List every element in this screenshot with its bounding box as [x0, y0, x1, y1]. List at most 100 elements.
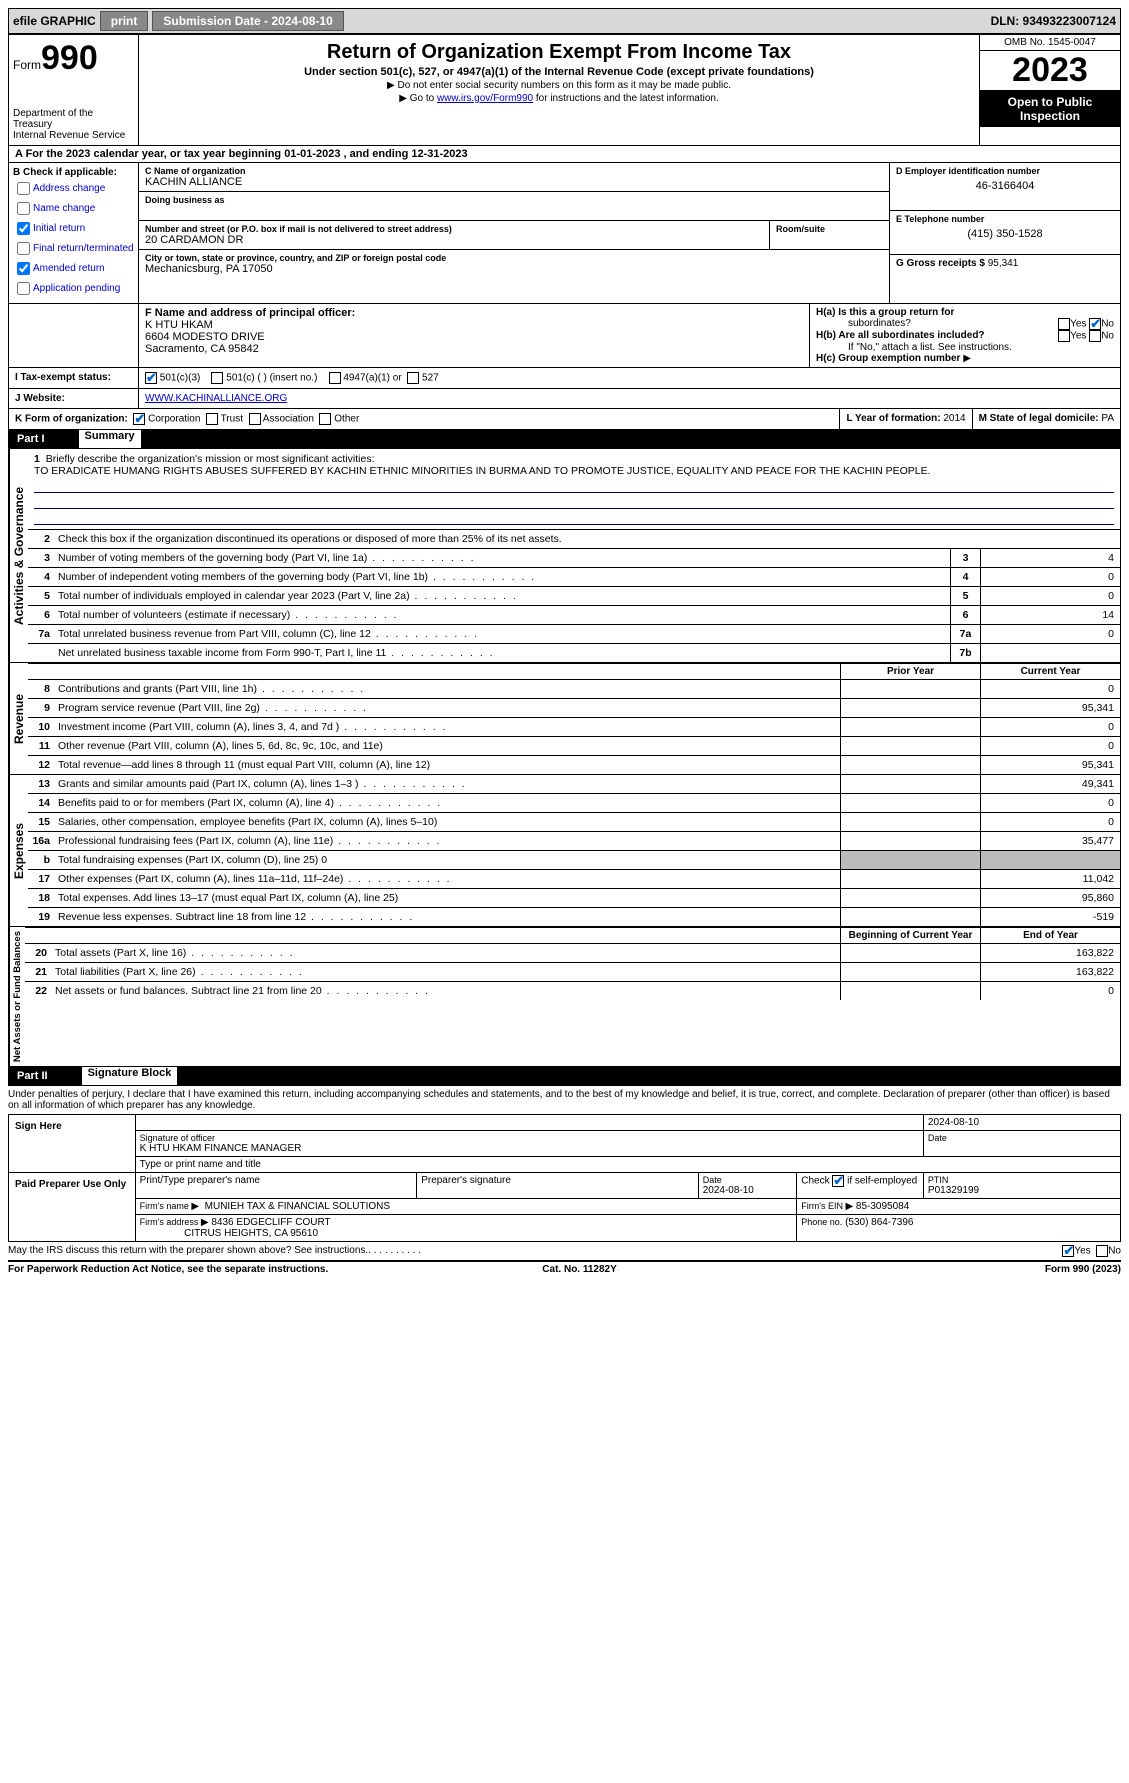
chk-corporation[interactable] [133, 413, 145, 425]
form-container: Form990 Department of the Treasury Inter… [8, 34, 1121, 1086]
hb-no-checkbox[interactable] [1089, 330, 1101, 342]
paid-preparer-label: Paid Preparer Use Only [9, 1173, 136, 1242]
chk-amended-return[interactable]: Amended return [13, 259, 134, 278]
val-18c: 95,860 [980, 889, 1120, 907]
val-6: 14 [980, 606, 1120, 624]
row-a-period: A For the 2023 calendar year, or tax yea… [9, 145, 1120, 162]
chk-final-return[interactable]: Final return/terminated [13, 239, 134, 258]
discuss-yes-checkbox[interactable] [1062, 1245, 1074, 1257]
val-7a: 0 [980, 625, 1120, 643]
val-16ac: 35,477 [980, 832, 1120, 850]
street-address: 20 CARDAMON DR [145, 234, 763, 246]
form-number: Form990 [13, 39, 134, 78]
room-suite-label: Room/suite [769, 221, 889, 249]
mission-text: TO ERADICATE HUMANG RIGHTS ABUSES SUFFER… [34, 465, 931, 477]
phone-label: E Telephone number [896, 214, 1114, 224]
firm-phone: (530) 864-7396 [845, 1217, 913, 1228]
val-11c: 0 [980, 737, 1120, 755]
chk-self-employed[interactable] [832, 1175, 844, 1187]
sign-here-label: Sign Here [9, 1115, 136, 1173]
city-label: City or town, state or province, country… [145, 253, 883, 263]
ha-no-checkbox[interactable] [1089, 318, 1101, 330]
chk-other[interactable] [319, 413, 331, 425]
omb-number: OMB No. 1545-0047 [980, 35, 1120, 51]
city-state-zip: Mechanicsburg, PA 17050 [145, 263, 883, 275]
ptin-value: P01329199 [928, 1185, 1116, 1196]
chk-application-pending[interactable]: Application pending [13, 279, 134, 298]
mission-prompt: Briefly describe the organization's miss… [46, 453, 375, 465]
val-20c: 163,822 [980, 944, 1120, 962]
top-toolbar: efile GRAPHIC print Submission Date - 20… [8, 8, 1121, 34]
irs-label: Internal Revenue Service [13, 130, 134, 141]
chk-527[interactable] [407, 372, 419, 384]
efile-label: efile GRAPHIC [13, 14, 96, 28]
val-9c: 95,341 [980, 699, 1120, 717]
print-button[interactable]: print [100, 11, 149, 31]
section-expenses: Expenses [9, 775, 28, 926]
hb-yes-checkbox[interactable] [1058, 330, 1070, 342]
form-ref: Form 990 (2023) [1045, 1264, 1121, 1275]
val-5: 0 [980, 587, 1120, 605]
firm-name: MUNIEH TAX & FINANCIAL SOLUTIONS [205, 1201, 390, 1212]
ein-value: 46-3166404 [896, 180, 1114, 192]
tax-year: 2023 [980, 51, 1120, 91]
chk-association[interactable] [249, 413, 261, 425]
phone-value: (415) 350-1528 [896, 228, 1114, 240]
penalty-statement: Under penalties of perjury, I declare th… [8, 1086, 1121, 1114]
gross-receipts-value: 95,341 [988, 258, 1019, 269]
part-i-header: Part I Summary [9, 429, 1120, 448]
dba-label: Doing business as [145, 195, 883, 205]
irs-link[interactable]: www.irs.gov/Form990 [437, 93, 533, 104]
hc-label: H(c) Group exemption number [816, 353, 963, 364]
state-domicile: M State of legal domicile: PA [972, 409, 1120, 429]
form-subtitle: Under section 501(c), 527, or 4947(a)(1)… [147, 66, 971, 78]
chk-initial-return[interactable]: Initial return [13, 219, 134, 238]
val-12c: 95,341 [980, 756, 1120, 774]
hb-note: If "No," attach a list. See instructions… [848, 342, 1114, 353]
goto-note: ▶ Go to www.irs.gov/Form990 for instruct… [147, 93, 971, 104]
org-name: KACHIN ALLIANCE [145, 176, 883, 188]
dept-treasury: Department of the Treasury [13, 108, 134, 130]
ein-label: D Employer identification number [896, 166, 1114, 176]
section-revenue: Revenue [9, 663, 28, 774]
val-22c: 0 [980, 982, 1120, 1000]
val-4: 0 [980, 568, 1120, 586]
val-7b [980, 644, 1120, 662]
firm-ein: 85-3095084 [856, 1201, 909, 1212]
chk-4947[interactable] [329, 372, 341, 384]
val-19c: -519 [980, 908, 1120, 926]
chk-501c[interactable] [211, 372, 223, 384]
year-formation: L Year of formation: 2014 [839, 409, 971, 429]
cat-no: Cat. No. 11282Y [542, 1264, 616, 1275]
officer-sig-name: K HTU HKAM FINANCE MANAGER [140, 1143, 919, 1154]
section-net-assets: Net Assets or Fund Balances [9, 927, 25, 1066]
val-15c: 0 [980, 813, 1120, 831]
officer-label: F Name and address of principal officer: [145, 307, 355, 319]
val-3: 4 [980, 549, 1120, 567]
org-name-label: C Name of organization [145, 166, 883, 176]
discuss-question: May the IRS discuss this return with the… [8, 1245, 368, 1257]
firm-addr: 8436 EDGECLIFF COURT [211, 1217, 330, 1228]
officer-addr1: 6604 MODESTO DRIVE [145, 331, 803, 343]
chk-address-change[interactable]: Address change [13, 179, 134, 198]
val-10c: 0 [980, 718, 1120, 736]
chk-name-change[interactable]: Name change [13, 199, 134, 218]
dln: DLN: 93493223007124 [991, 14, 1116, 28]
val-13c: 49,341 [980, 775, 1120, 793]
chk-trust[interactable] [206, 413, 218, 425]
officer-name: K HTU HKAM [145, 319, 803, 331]
val-21c: 163,822 [980, 963, 1120, 981]
box-b: B Check if applicable: Address change Na… [9, 163, 139, 303]
val-8c: 0 [980, 680, 1120, 698]
chk-501c3[interactable] [145, 372, 157, 384]
page-footer: For Paperwork Reduction Act Notice, see … [8, 1262, 1121, 1275]
addr-label: Number and street (or P.O. box if mail i… [145, 224, 763, 234]
val-14c: 0 [980, 794, 1120, 812]
signature-table: Sign Here 2024-08-10 Signature of office… [8, 1114, 1121, 1242]
ha-yes-checkbox[interactable] [1058, 318, 1070, 330]
website-link[interactable]: WWW.KACHINALLIANCE.ORG [145, 393, 287, 404]
paperwork-notice: For Paperwork Reduction Act Notice, see … [8, 1264, 328, 1275]
gross-receipts-label: G Gross receipts $ [896, 258, 985, 269]
officer-addr2: Sacramento, CA 95842 [145, 343, 803, 355]
discuss-no-checkbox[interactable] [1096, 1245, 1108, 1257]
